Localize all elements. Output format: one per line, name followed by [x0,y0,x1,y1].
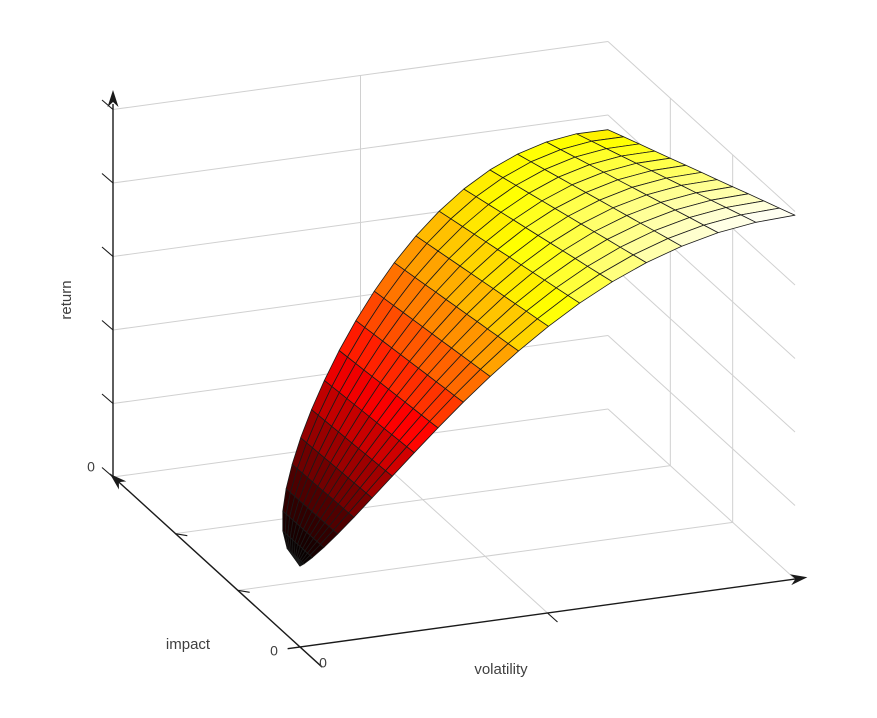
surface-mesh [282,129,796,567]
x-axis-label: volatility [474,661,528,678]
z-axis-label: return [58,280,75,319]
y-axis-zero-tick-label: 0 [270,643,278,659]
axis-arrowhead [107,90,119,107]
x-axis-zero-tick-label: 0 [319,655,327,671]
axes-arrows-and-ticks [101,90,808,668]
y-axis-label: impact [166,636,211,653]
z-axis-zero-tick-label: 0 [87,459,95,475]
axis-arrowhead [110,474,127,490]
axis-arrowhead [789,574,808,586]
